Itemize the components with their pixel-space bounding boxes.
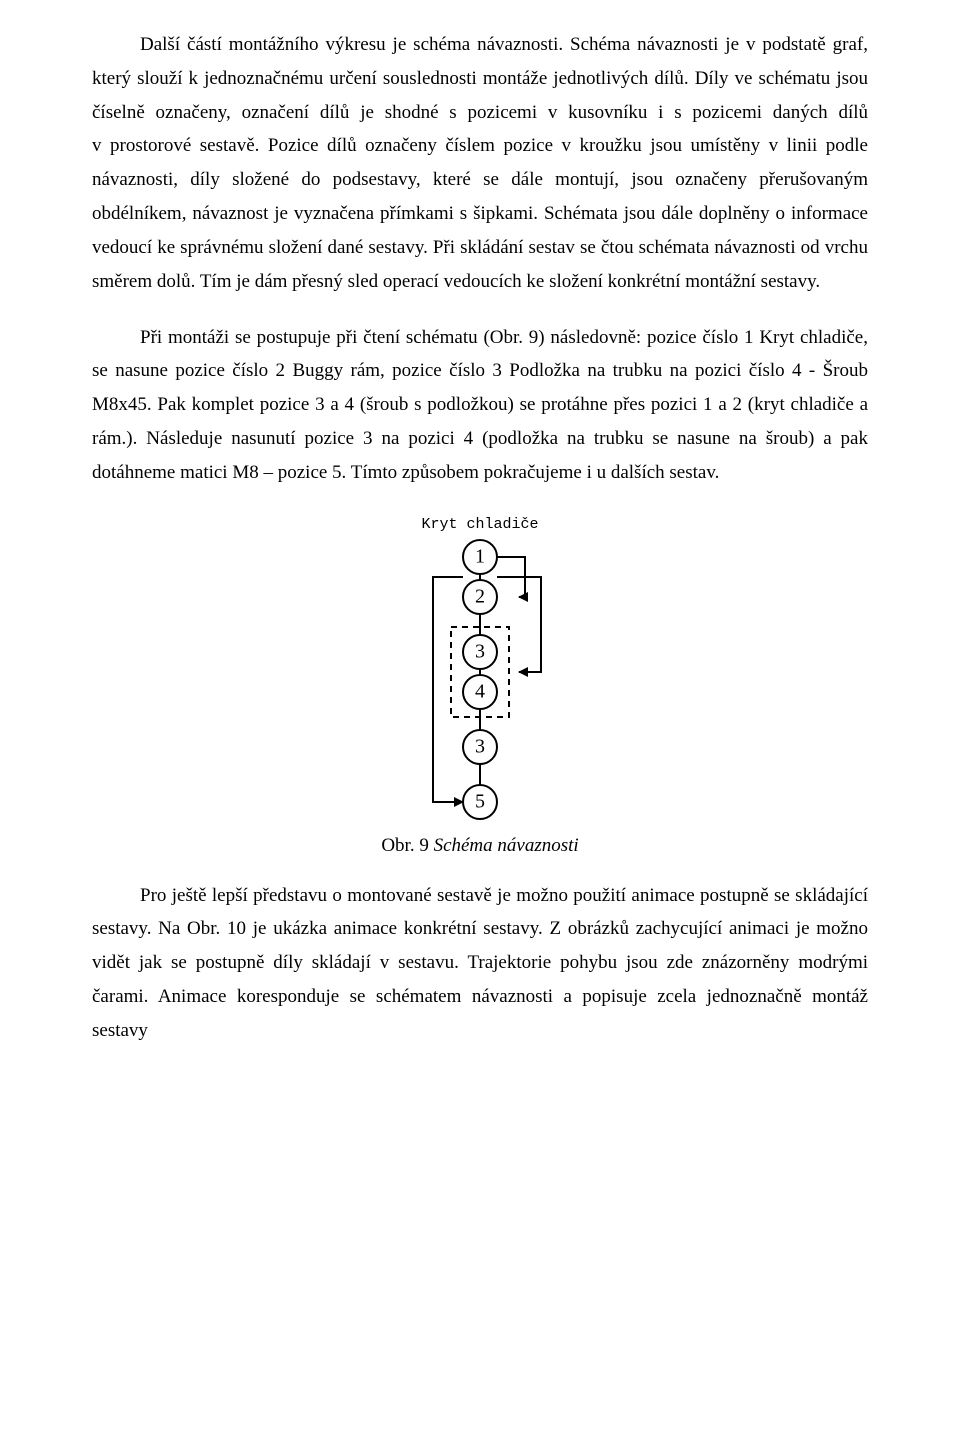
diagram-container: Kryt chladiče 1 2 3 4 3 5 bbox=[92, 512, 868, 827]
figure-caption: Obr. 9 Schéma návaznosti bbox=[92, 835, 868, 857]
body-paragraph-3: Pro ještě lepší představu o montované se… bbox=[92, 879, 868, 1048]
svg-text:3: 3 bbox=[475, 640, 485, 662]
caption-italic-text: Schéma návaznosti bbox=[434, 835, 579, 856]
dependency-diagram: Kryt chladiče 1 2 3 4 3 5 bbox=[405, 512, 555, 822]
svg-text:5: 5 bbox=[475, 790, 485, 812]
svg-text:4: 4 bbox=[475, 680, 485, 702]
body-paragraph-2: Při montáži se postupuje při čtení schém… bbox=[92, 321, 868, 490]
svg-text:3: 3 bbox=[475, 735, 485, 757]
body-paragraph-1: Další částí montážního výkresu je schéma… bbox=[92, 28, 868, 299]
svg-text:2: 2 bbox=[475, 585, 485, 607]
svg-text:1: 1 bbox=[475, 545, 485, 567]
svg-text:Kryt chladiče: Kryt chladiče bbox=[421, 516, 538, 533]
caption-prefix: Obr. 9 bbox=[381, 835, 433, 856]
